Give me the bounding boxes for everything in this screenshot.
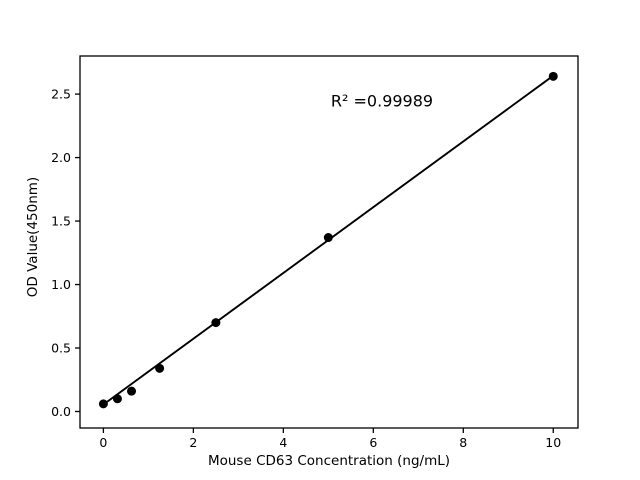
plot-border — [79, 55, 579, 429]
y-tick-label: 2.5 — [51, 87, 71, 102]
x-tick-label: 0 — [99, 435, 107, 450]
x-tick-label: 4 — [279, 435, 287, 450]
y-tick-label: 1.5 — [51, 214, 71, 229]
x-tick-label: 6 — [369, 435, 377, 450]
y-tick-label: 1.0 — [51, 277, 71, 292]
data-point — [98, 399, 108, 409]
x-axis-label: Mouse CD63 Concentration (ng/mL) — [207, 453, 451, 469]
x-tick-label: 2 — [189, 435, 197, 450]
data-point — [323, 233, 333, 243]
data-point — [112, 394, 122, 404]
r-squared-annotation: R² =0.99989 — [330, 91, 434, 111]
y-tick-label: 0.0 — [51, 404, 71, 419]
y-tick-label: 2.0 — [51, 150, 71, 165]
data-point — [211, 318, 221, 328]
y-tick-label: 0.5 — [51, 341, 71, 356]
x-tick-label: 10 — [545, 435, 561, 450]
x-tick-label: 8 — [459, 435, 467, 450]
data-point — [548, 71, 558, 81]
data-point — [127, 386, 137, 396]
y-axis-label: OD Value(450nm) — [25, 176, 41, 298]
data-point — [155, 363, 165, 373]
